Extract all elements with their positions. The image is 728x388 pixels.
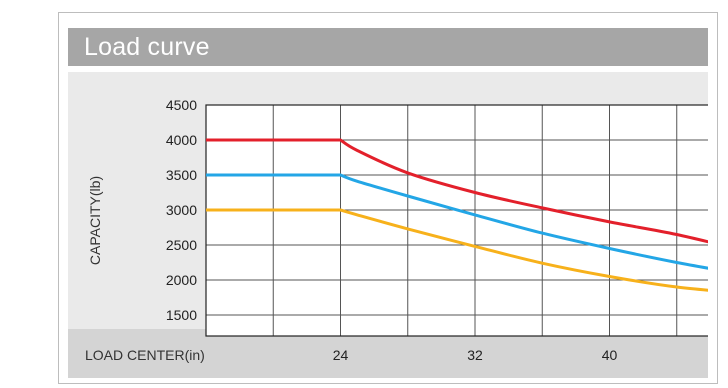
- chart-panel: LOAD CENTER(in) 1500 2000 2500 3000 3500 4000…: [68, 72, 708, 378]
- x-axis-band: LOAD CENTER(in): [68, 329, 708, 378]
- plot-area: [206, 105, 708, 336]
- line-chart: 150020002500300035004000450024324048CAPA…: [87, 97, 708, 363]
- y-tick-label: 3000: [166, 202, 197, 218]
- y-tick-label: 2000: [166, 272, 197, 288]
- y-tick-label: 1500: [166, 307, 197, 323]
- title-bar: Load curve: [68, 28, 708, 66]
- series-line-3: [206, 208, 708, 292]
- x-tick-label: 24: [333, 347, 349, 363]
- y-axis-label: CAPACITY(lb): [87, 176, 103, 265]
- y-tick-label: 4000: [166, 132, 197, 148]
- x-tick-label: 40: [602, 347, 618, 363]
- series-line-1: [206, 138, 708, 244]
- x-tick-label: 32: [467, 347, 483, 363]
- chart-title: Load curve: [84, 33, 210, 61]
- x-axis-label: LOAD CENTER(in): [85, 347, 205, 363]
- plot-border: [205, 104, 708, 337]
- series-line-2: [206, 173, 708, 270]
- y-tick-label: 2500: [166, 237, 197, 253]
- y-tick-label: 4500: [166, 97, 197, 113]
- y-tick-label: 3500: [166, 167, 197, 183]
- chart-frame: Load curve LOAD CENTER(in) 1500 2000 2500 3…: [58, 12, 718, 384]
